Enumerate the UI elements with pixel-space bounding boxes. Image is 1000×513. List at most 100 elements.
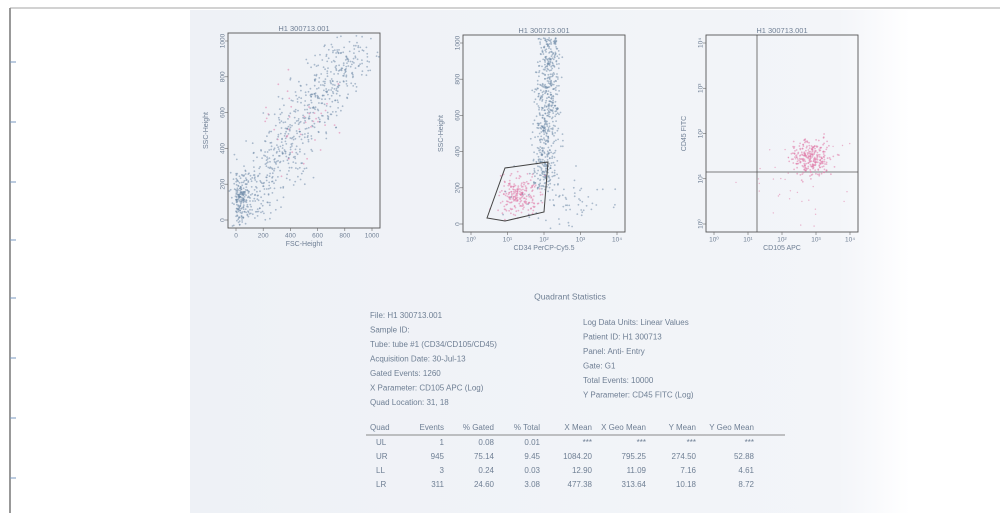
event-dot bbox=[269, 212, 272, 214]
event-dot bbox=[239, 186, 242, 188]
event-dot bbox=[546, 123, 548, 125]
event-dot bbox=[249, 212, 252, 215]
event-dot bbox=[235, 215, 238, 218]
event-dot bbox=[524, 185, 527, 188]
event-dot bbox=[532, 123, 534, 125]
event-dot bbox=[546, 125, 549, 127]
event-dot bbox=[528, 216, 531, 219]
event-dot bbox=[534, 88, 537, 91]
event-dot bbox=[346, 58, 349, 61]
event-dot bbox=[549, 73, 552, 76]
event-dot bbox=[292, 138, 295, 141]
event-dot bbox=[284, 137, 287, 140]
event-dot bbox=[247, 206, 249, 208]
event-dot bbox=[268, 132, 270, 134]
event-dot bbox=[513, 205, 516, 208]
event-dot bbox=[295, 145, 298, 148]
event-dot bbox=[552, 112, 555, 114]
event-dot bbox=[520, 182, 523, 185]
event-dot bbox=[547, 61, 550, 64]
event-dot bbox=[545, 43, 548, 45]
event-dot bbox=[328, 97, 331, 100]
event-dot bbox=[280, 127, 283, 129]
event-dot bbox=[807, 165, 810, 168]
stat-line: Total Events: 10000 bbox=[583, 376, 654, 385]
event-dot bbox=[541, 201, 544, 204]
event-dot bbox=[335, 89, 338, 92]
axis-label: SSC-Height bbox=[438, 115, 445, 152]
event-dot bbox=[237, 185, 240, 188]
event-dot bbox=[297, 123, 300, 126]
event-dot bbox=[822, 143, 824, 146]
event-dot bbox=[542, 164, 545, 167]
event-dot bbox=[294, 155, 296, 158]
dot-plot: H1 300713.001 CD34 PerCP-Cy5.5 SSC-Height 1… bbox=[438, 26, 626, 252]
event-dot bbox=[294, 180, 297, 183]
event-dot bbox=[294, 110, 297, 113]
event-dot bbox=[269, 160, 271, 163]
event-dot bbox=[546, 65, 549, 68]
event-dot bbox=[324, 82, 326, 85]
event-dot bbox=[317, 64, 320, 67]
event-dot bbox=[307, 138, 310, 141]
event-dot bbox=[353, 52, 355, 54]
event-dot bbox=[287, 128, 290, 131]
event-dot bbox=[800, 224, 802, 226]
event-dot bbox=[242, 216, 245, 219]
event-dot bbox=[554, 104, 556, 107]
event-dot bbox=[246, 183, 248, 185]
event-dot bbox=[240, 198, 243, 201]
event-dot bbox=[344, 59, 347, 61]
event-dot bbox=[532, 209, 535, 212]
event-dot bbox=[357, 46, 360, 49]
event-dot bbox=[265, 188, 268, 190]
event-dot bbox=[523, 197, 526, 200]
table-cell: 1084.20 bbox=[563, 452, 592, 461]
event-dot bbox=[539, 194, 542, 196]
event-dot bbox=[498, 194, 501, 197]
event-dot bbox=[504, 181, 506, 184]
event-dot bbox=[238, 193, 241, 196]
event-dot bbox=[314, 139, 316, 141]
event-dot bbox=[228, 190, 231, 192]
event-dot bbox=[538, 183, 540, 186]
event-dot bbox=[784, 148, 786, 151]
event-dot bbox=[332, 83, 334, 86]
event-dot bbox=[538, 165, 541, 168]
event-dot bbox=[243, 191, 246, 193]
event-dot bbox=[318, 102, 320, 104]
event-dot bbox=[556, 63, 558, 66]
event-dot bbox=[527, 203, 529, 206]
event-dot bbox=[510, 190, 513, 193]
event-dot bbox=[533, 151, 535, 154]
event-dot bbox=[805, 156, 808, 159]
event-dot bbox=[253, 197, 256, 200]
event-dot bbox=[353, 48, 356, 50]
event-dot bbox=[236, 193, 239, 196]
event-dot bbox=[569, 208, 571, 211]
y-tick-label: 10² bbox=[698, 128, 705, 138]
event-dot bbox=[322, 84, 324, 86]
event-dot bbox=[516, 196, 519, 199]
event-dot bbox=[539, 114, 541, 116]
event-dot bbox=[337, 52, 340, 55]
event-dot bbox=[539, 141, 542, 144]
event-dot bbox=[277, 95, 280, 98]
event-dot bbox=[238, 175, 241, 178]
event-dot bbox=[540, 169, 543, 171]
event-dot bbox=[349, 65, 352, 68]
event-dot bbox=[300, 172, 303, 175]
event-dot bbox=[286, 127, 288, 130]
event-dot bbox=[510, 185, 513, 188]
event-dot bbox=[813, 153, 815, 156]
event-dot bbox=[794, 150, 796, 152]
event-dot bbox=[541, 160, 543, 163]
event-dot bbox=[531, 131, 534, 134]
event-dot bbox=[273, 158, 276, 161]
event-dot bbox=[804, 154, 806, 157]
y-tick-label: 200 bbox=[220, 178, 227, 189]
event-dot bbox=[525, 180, 528, 183]
event-dot bbox=[241, 184, 244, 187]
y-tick-label: 0 bbox=[220, 218, 227, 222]
